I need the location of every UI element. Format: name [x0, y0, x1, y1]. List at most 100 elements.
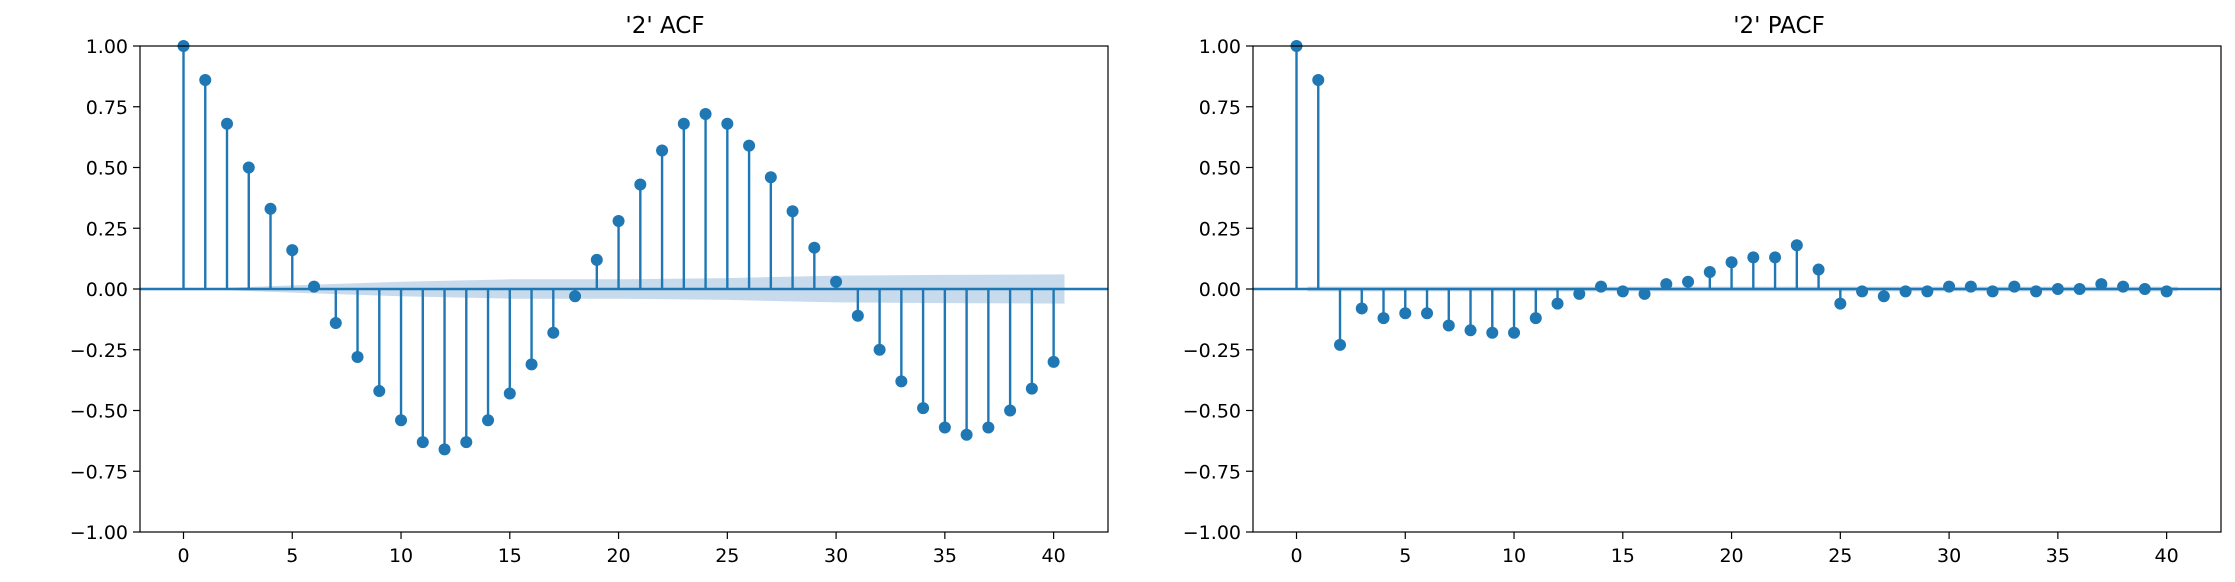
- acf-title: '2' ACF: [625, 13, 704, 39]
- pacf-marker-lag-24: [1812, 263, 1825, 276]
- pacf-marker-lag-32: [1986, 285, 1999, 298]
- acf-marker-lag-2: [221, 117, 234, 130]
- acf-xtick-label-35: 35: [933, 545, 957, 567]
- pacf-marker-lag-5: [1399, 307, 1412, 320]
- acf-marker-lag-24: [699, 108, 712, 121]
- acf-marker-lag-13: [460, 436, 473, 449]
- acf-marker-lag-15: [503, 387, 516, 400]
- acf-marker-lag-29: [808, 241, 821, 254]
- acf-marker-lag-6: [308, 280, 321, 293]
- pacf-marker-lag-26: [1856, 285, 1869, 298]
- pacf-xtick-label-15: 15: [1611, 545, 1635, 567]
- pacf-marker-lag-1: [1312, 74, 1325, 87]
- pacf-marker-lag-34: [2030, 285, 2043, 298]
- acf-marker-lag-8: [351, 351, 364, 364]
- acf-ytick-label-6: −0.50: [70, 401, 128, 423]
- pacf-marker-lag-36: [2073, 283, 2086, 295]
- pacf-marker-lag-31: [1964, 280, 1977, 293]
- acf-marker-lag-19: [590, 253, 603, 266]
- pacf-ytick-label-4: 0.00: [1199, 279, 1241, 301]
- acf-marker-lag-20: [612, 214, 625, 227]
- pacf-marker-lag-28: [1899, 285, 1912, 298]
- pacf-axes-layer: 0 5 10 15 20 25 30 35 40 1.00 0.75 0.50 0.25 0.00 −0.2…: [1183, 36, 2222, 567]
- acf-marker-lag-33: [895, 375, 908, 388]
- pacf-ytick-label-7: −0.75: [1183, 461, 1241, 483]
- pacf-marker-lag-20: [1725, 256, 1738, 269]
- pacf-marker-lag-33: [2008, 280, 2021, 293]
- pacf-ytick-label-0: 1.00: [1199, 36, 1241, 58]
- pacf-marker-lag-8: [1464, 324, 1477, 337]
- acf-xtick-label-30: 30: [824, 545, 848, 567]
- pacf-marker-lag-6: [1421, 307, 1434, 320]
- pacf-xtick-label-25: 25: [1828, 545, 1852, 567]
- pacf-stems-layer: [1290, 40, 2173, 351]
- pacf-xtick-label-0: 0: [1290, 545, 1302, 567]
- acf-xtick-label-15: 15: [498, 545, 522, 567]
- acf-marker-lag-22: [656, 144, 669, 157]
- pacf-marker-lag-10: [1508, 326, 1521, 339]
- acf-marker-lag-30: [830, 275, 843, 288]
- acf-xtick-label-20: 20: [606, 545, 630, 567]
- pacf-title: '2' PACF: [1733, 13, 1825, 39]
- acf-marker-lag-23: [677, 117, 690, 130]
- acf-marker-lag-14: [482, 414, 495, 427]
- acf-marker-lag-27: [764, 171, 777, 184]
- acf-marker-lag-11: [416, 436, 429, 449]
- pacf-marker-lag-9: [1486, 326, 1499, 339]
- pacf-marker-lag-16: [1638, 287, 1651, 300]
- pacf-marker-lag-23: [1790, 239, 1803, 252]
- acf-marker-lag-39: [1025, 382, 1038, 395]
- pacf-ytick-label-2: 0.50: [1199, 158, 1241, 180]
- acf-marker-lag-4: [264, 202, 277, 215]
- pacf-ytick-label-3: 0.25: [1199, 218, 1241, 240]
- acf-marker-lag-17: [547, 326, 560, 339]
- pacf-ytick-label-1: 0.75: [1199, 97, 1241, 119]
- acf-marker-lag-36: [960, 428, 973, 441]
- acf-stems-layer: [177, 40, 1060, 456]
- acf-marker-lag-38: [1004, 404, 1017, 417]
- acf-ytick-label-5: −0.25: [70, 340, 128, 362]
- pacf-marker-lag-4: [1377, 312, 1390, 325]
- pacf-ytick-label-6: −0.50: [1183, 401, 1241, 423]
- pacf-xtick-label-10: 10: [1502, 545, 1526, 567]
- acf-ytick-label-4: 0.00: [86, 279, 128, 301]
- pacf-marker-lag-39: [2138, 283, 2151, 295]
- acf-marker-lag-31: [851, 309, 864, 322]
- pacf-xtick-label-40: 40: [2155, 545, 2179, 567]
- acf-xtick-label-40: 40: [1042, 545, 1066, 567]
- acf-marker-lag-5: [286, 244, 299, 257]
- acf-ytick-label-1: 0.75: [86, 97, 128, 119]
- pacf-marker-lag-14: [1595, 280, 1608, 293]
- acf-marker-lag-37: [982, 421, 995, 434]
- acf-marker-lag-25: [721, 117, 734, 130]
- acf-marker-lag-1: [199, 74, 212, 87]
- acf-panel: '2' ACF 0 5 10 15 20 25 30 35 40 1.00 0.75 0.50 0.25…: [70, 13, 1109, 567]
- acf-marker-lag-28: [786, 205, 799, 218]
- pacf-marker-lag-17: [1660, 278, 1673, 291]
- pacf-marker-lag-13: [1573, 287, 1586, 300]
- pacf-xtick-label-35: 35: [2046, 545, 2070, 567]
- acf-xtick-label-5: 5: [286, 545, 298, 567]
- pacf-marker-lag-19: [1703, 265, 1716, 278]
- pacf-marker-lag-22: [1769, 251, 1782, 264]
- pacf-marker-lag-27: [1877, 290, 1890, 303]
- pacf-marker-lag-12: [1551, 297, 1564, 310]
- acf-marker-lag-18: [569, 290, 582, 303]
- acf-ytick-label-8: −1.00: [70, 522, 128, 544]
- acf-marker-lag-16: [525, 358, 538, 371]
- pacf-ytick-label-5: −0.25: [1183, 340, 1241, 362]
- pacf-panel: '2' PACF 0 5 10 15 20 25 30 35 40 1.00 0.75 0.50 0.2…: [1183, 13, 2222, 567]
- acf-ytick-label-7: −0.75: [70, 461, 128, 483]
- pacf-marker-lag-2: [1334, 338, 1347, 351]
- acf-ytick-label-2: 0.50: [86, 158, 128, 180]
- pacf-xtick-label-20: 20: [1719, 545, 1743, 567]
- pacf-marker-lag-25: [1834, 297, 1847, 310]
- acf-xtick-label-25: 25: [715, 545, 739, 567]
- acf-marker-lag-21: [634, 178, 647, 191]
- acf-marker-lag-35: [938, 421, 951, 434]
- acf-xtick-label-10: 10: [389, 545, 413, 567]
- acf-ytick-label-0: 1.00: [86, 36, 128, 58]
- acf-ytick-label-3: 0.25: [86, 218, 128, 240]
- pacf-marker-lag-21: [1747, 251, 1760, 264]
